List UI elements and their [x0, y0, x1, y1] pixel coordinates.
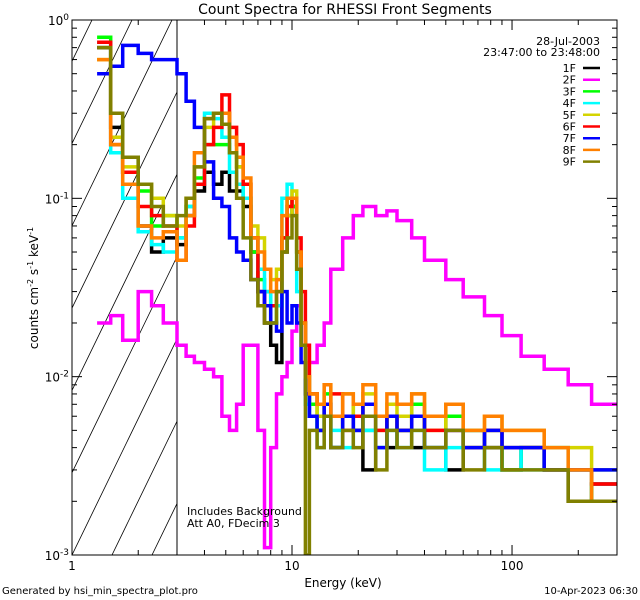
series-line-2F	[97, 204, 617, 550]
legend-label-9F: 9F	[563, 156, 576, 169]
legend-label-6F: 6F	[563, 121, 576, 134]
chart-title: Count Spectra for RHESSI Front Segments	[198, 2, 492, 18]
hatch-line	[72, 173, 177, 392]
hatch-line	[72, 338, 177, 555]
legend-label-1F: 1F	[563, 62, 576, 75]
legend-label-3F: 3F	[563, 85, 576, 98]
y-axis-label: counts cm-2 s-1 keV-1	[26, 227, 41, 349]
annotation-date: 28-Jul-2003	[536, 35, 600, 48]
footer-timestamp: 10-Apr-2023 06:30	[544, 586, 638, 597]
y-tick-label: 100	[48, 13, 69, 28]
annotation-time-range: 23:47:00 to 23:48:00	[483, 46, 600, 59]
hatched-region	[0, 20, 177, 555]
series-line-7F	[97, 43, 617, 472]
series-line-8F	[97, 57, 617, 504]
x-tick-label: 100	[501, 559, 524, 573]
hatch-line	[72, 20, 93, 63]
legend-label-7F: 7F	[563, 132, 576, 145]
x-axis-label: Energy (keV)	[304, 576, 381, 590]
hatch-line	[72, 20, 173, 227]
series-line-6F	[97, 40, 617, 486]
y-tick-label: 10-2	[45, 370, 69, 385]
hatch-line	[72, 255, 177, 474]
series-line-9F	[97, 45, 617, 555]
hatch-line	[72, 91, 177, 309]
series-line-5F	[97, 57, 617, 472]
y-tick-label: 10-1	[45, 191, 69, 206]
x-tick-label: 10	[284, 559, 299, 573]
hatch-line	[0, 20, 12, 555]
legend-label-2F: 2F	[563, 74, 576, 87]
legend-label-8F: 8F	[563, 144, 576, 157]
legend-label-5F: 5F	[563, 109, 576, 122]
x-tick-label: 1	[68, 559, 76, 573]
hatch-line	[111, 420, 177, 555]
y-tick-label: 10-3	[45, 548, 69, 563]
legend-label-4F: 4F	[563, 97, 576, 110]
hatch-line	[72, 20, 133, 145]
plot-frame	[71, 19, 618, 556]
annotation-attenuator: Att A0, FDecim 3	[187, 517, 280, 530]
annotation-background: Includes Background	[187, 505, 302, 518]
series-line-1F	[97, 45, 617, 504]
footer-generated-by: Generated by hsi_min_spectra_plot.pro	[2, 586, 198, 597]
